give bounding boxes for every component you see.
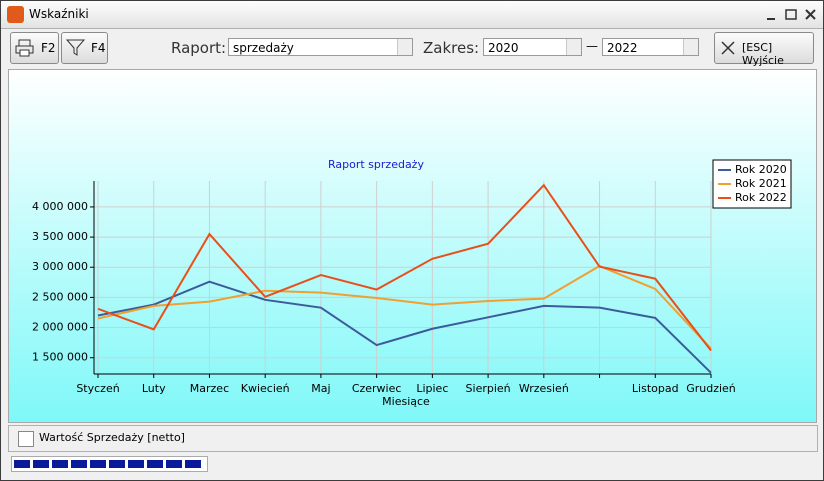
- report-value: sprzedaży: [233, 41, 294, 55]
- close-icon: [721, 41, 735, 55]
- x-tick-label: Grudzień: [686, 382, 736, 395]
- y-tick-label: 3 500 000: [32, 230, 88, 243]
- y-tick-label: 2 500 000: [32, 290, 88, 303]
- title-bar: Wskaźniki: [1, 1, 823, 29]
- filter-key: F4: [91, 41, 106, 55]
- window-title: Wskaźniki: [29, 7, 89, 21]
- y-tick-label: 3 000 000: [32, 260, 88, 273]
- range-from: 2020: [488, 41, 519, 55]
- options-bar: Wartość Sprzedaży [netto]: [8, 425, 818, 452]
- x-axis-title: Miesiące: [382, 395, 430, 408]
- exit-button[interactable]: [ESC] Wyjście: [714, 32, 814, 67]
- x-tick-label: Kwiecień: [241, 382, 290, 395]
- filter-button[interactable]: F4: [61, 32, 108, 64]
- chart: Raport sprzedaży Miesiące 1 500 000 2 000…: [32, 158, 792, 408]
- chart-body: Raport sprzedaży Miesiące 1 500 000 2 000…: [32, 158, 792, 408]
- range-from-field[interactable]: 2020: [483, 38, 582, 56]
- x-tick-label: Lipiec: [416, 382, 448, 395]
- progress-blocks: [14, 460, 201, 468]
- y-tick-label: 2 000 000: [32, 321, 88, 334]
- x-tick-label: Wrzesień: [519, 382, 569, 395]
- x-tick-label: Listopad: [632, 382, 679, 395]
- print-button[interactable]: F2: [10, 32, 59, 64]
- spin: [397, 39, 412, 55]
- exit-label: [ESC] Wyjście: [742, 41, 784, 67]
- y-tick-label: 1 500 000: [32, 351, 88, 364]
- x-tick-label: Sierpień: [466, 382, 511, 395]
- progress-bar: [11, 456, 208, 472]
- window-controls[interactable]: [761, 7, 821, 23]
- print-key: F2: [41, 41, 56, 55]
- range-to-field[interactable]: 2022: [602, 38, 699, 56]
- app-icon: [7, 6, 24, 23]
- y-tick-label: 4 000 000: [32, 200, 88, 213]
- series-line: [97, 280, 712, 374]
- x-tick-label: Luty: [142, 382, 166, 395]
- report-select[interactable]: sprzedaży: [228, 38, 413, 56]
- checkbox-label: Wartość Sprzedaży [netto]: [39, 431, 185, 444]
- chart-panel: Raport sprzedaży Miesiące 1 500 000 2 000…: [8, 69, 817, 423]
- range-separator: —: [586, 39, 598, 53]
- spin: [566, 39, 581, 55]
- series-line: [97, 264, 712, 350]
- chart-title: Raport sprzedaży: [328, 158, 424, 171]
- legend-label: Rok 2020: [735, 163, 787, 176]
- checkbox[interactable]: [18, 431, 34, 447]
- range-to: 2022: [607, 41, 638, 55]
- spin: [683, 39, 698, 55]
- legend-label: Rok 2021: [735, 177, 787, 190]
- x-tick-label: Marzec: [190, 382, 229, 395]
- range-label: Zakres:: [423, 39, 480, 57]
- report-label: Raport:: [171, 39, 227, 57]
- x-tick-label: Maj: [311, 382, 330, 395]
- legend-label: Rok 2022: [735, 191, 787, 204]
- print-icon: [15, 39, 34, 57]
- x-tick-label: Czerwiec: [352, 382, 402, 395]
- series-line: [97, 183, 712, 352]
- x-tick-label: Styczeń: [76, 382, 119, 395]
- filter-icon: [66, 39, 86, 56]
